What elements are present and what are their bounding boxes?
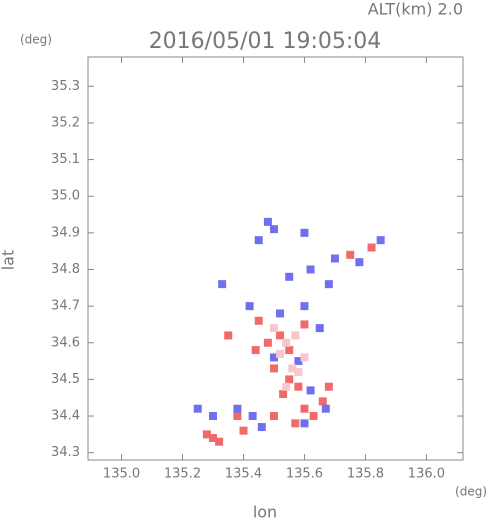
echo-cell	[239, 426, 248, 435]
plot-frame	[87, 56, 464, 461]
echo-cell	[294, 382, 303, 391]
echo-cell	[300, 320, 309, 329]
x-tick-label: 135.6	[286, 467, 323, 482]
echo-cell	[294, 357, 303, 366]
echo-cell	[251, 346, 260, 355]
echo-cell	[279, 390, 288, 399]
echo-cell	[209, 412, 217, 421]
echo-cell	[367, 243, 376, 252]
y-unit: (deg)	[20, 33, 52, 47]
echo-cell	[193, 404, 202, 413]
echo-cell	[291, 419, 300, 428]
y-tick-label: 34.5	[51, 372, 80, 387]
echo-cell	[346, 250, 355, 259]
x-tick-label: 135.4	[225, 467, 262, 482]
echo-cell	[324, 280, 333, 289]
echo-cell	[209, 434, 217, 443]
y-axis-label: lat	[0, 250, 18, 271]
x-tick-label: 135.2	[164, 467, 201, 482]
y-tick-label: 35.3	[51, 79, 80, 94]
y-tick-label: 34.3	[51, 445, 80, 460]
x-axis-label: lon	[253, 503, 277, 521]
echo-cell	[330, 254, 339, 263]
x-tick-label: 136.0	[408, 467, 445, 482]
echo-cell	[224, 331, 233, 340]
echo-cell	[233, 404, 242, 413]
echo-cell	[376, 236, 385, 245]
y-tick-label: 35.2	[51, 115, 80, 130]
echo-cell	[269, 324, 278, 333]
echo-cell	[285, 346, 294, 355]
y-tick-label: 34.9	[51, 225, 80, 240]
echo-cell	[306, 265, 315, 274]
echo-cell	[300, 404, 309, 413]
echo-cell	[276, 331, 285, 340]
echo-cell	[282, 338, 291, 347]
echo-cell	[276, 309, 285, 318]
echo-cell	[300, 419, 309, 428]
echo-cell	[218, 280, 227, 289]
echo-cell	[257, 423, 266, 432]
echo-cell	[202, 430, 211, 439]
echo-cell	[248, 412, 257, 421]
echo-cell	[215, 437, 224, 446]
echo-cell	[285, 375, 294, 384]
echo-cell	[355, 258, 364, 267]
echo-cell	[288, 364, 297, 373]
altitude: ALT(km) 2.0	[368, 0, 463, 19]
echo-cell	[300, 353, 309, 362]
x-tick-label: 135.0	[103, 467, 140, 482]
echo-cell	[269, 225, 278, 234]
echo-cell	[285, 272, 294, 281]
echo-cell	[309, 412, 318, 421]
x-unit: (deg)	[455, 485, 487, 499]
y-tick-label: 34.6	[51, 335, 80, 350]
echo-cell	[269, 412, 278, 421]
x-tick-label: 135.8	[347, 467, 384, 482]
echo-cell	[233, 412, 242, 421]
echo-cell	[324, 382, 333, 391]
echo-cell	[245, 302, 254, 311]
echo-cell	[315, 324, 324, 333]
y-tick-label: 34.7	[51, 299, 80, 314]
echo-cell	[263, 338, 272, 347]
y-tick-label: 35.1	[51, 152, 80, 167]
echo-cell	[276, 349, 285, 358]
echo-cell	[269, 364, 278, 373]
y-tick-label: 35.0	[51, 189, 80, 204]
echo-cell	[254, 236, 263, 245]
echo-cell	[263, 217, 272, 226]
echo-cell	[282, 382, 291, 391]
echo-cell	[291, 331, 300, 340]
echo-cell	[306, 386, 315, 395]
echo-cell	[294, 368, 303, 377]
echo-cell	[318, 397, 327, 406]
y-tick-label: 34.8	[51, 262, 80, 277]
echo-cell	[321, 404, 330, 413]
echo-cell	[269, 353, 278, 362]
y-tick-label: 34.4	[51, 409, 80, 424]
echo-cell	[254, 316, 263, 325]
chart-title: 2016/05/01 19:05:04	[149, 29, 382, 54]
echo-cell	[300, 302, 309, 311]
echo-cell	[300, 228, 309, 237]
